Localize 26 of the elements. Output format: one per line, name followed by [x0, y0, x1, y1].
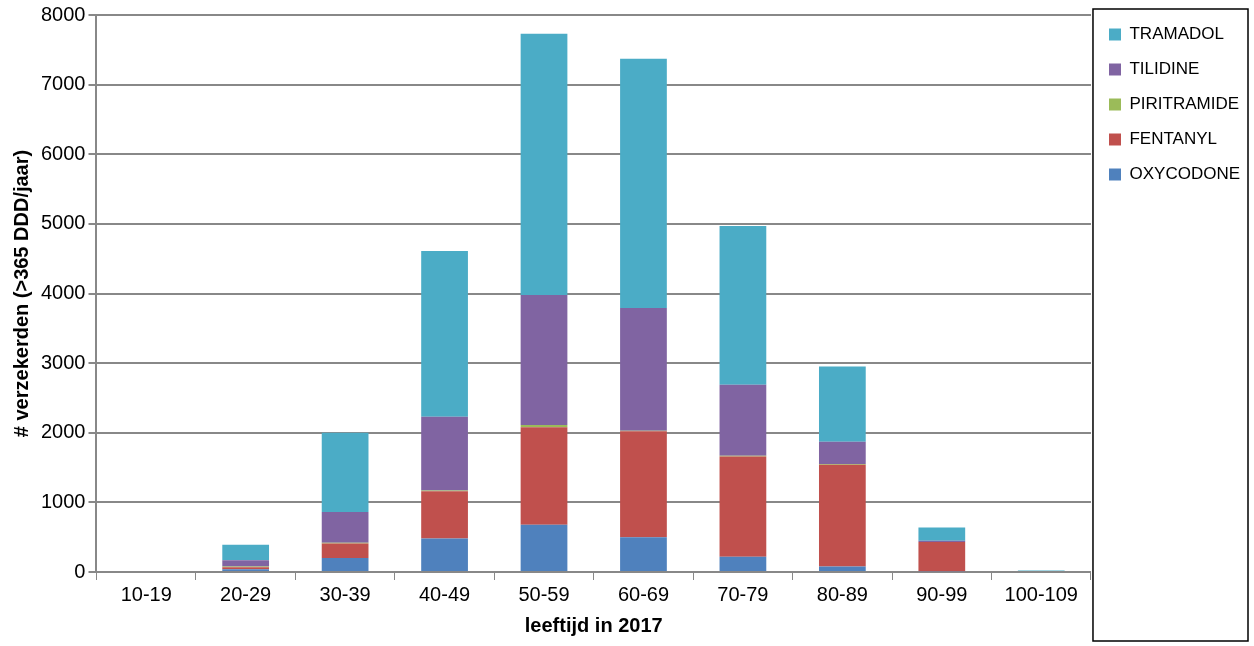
y-tick-label: 7000	[40, 72, 86, 95]
x-tick-label: 50-59	[518, 582, 570, 605]
x-tick-label: 10-19	[120, 582, 172, 605]
legend-label: FENTANYL	[1129, 129, 1218, 149]
y-tick-label: 8000	[40, 2, 86, 25]
y-tick-label: 0	[74, 559, 86, 582]
x-tick-label: 60-69	[617, 582, 670, 605]
x-tick-label: 70-79	[717, 582, 769, 605]
legend-label: TILIDINE	[1129, 59, 1200, 79]
y-tick-label: 3000	[40, 350, 86, 373]
y-tick-label: 4000	[40, 281, 86, 304]
legend-label: OXYCODONE	[1129, 164, 1241, 184]
x-tick-label: 100-109	[1004, 582, 1078, 605]
x-tick-label: 20-29	[220, 582, 272, 605]
y-axis-title: # verzekerden (>365 DDD/jaar)	[9, 149, 32, 438]
x-tick-label: 90-99	[916, 582, 968, 605]
legend-label: PIRITRAMIDE	[1129, 94, 1240, 114]
x-axis-title: leeftijd in 2017	[524, 613, 663, 636]
x-tick-label: 40-49	[418, 582, 471, 605]
x-tick-label: 80-89	[816, 582, 868, 605]
y-tick-label: 5000	[40, 211, 86, 234]
legend-label: TRAMADOL	[1129, 24, 1224, 44]
y-tick-label: 2000	[40, 420, 86, 443]
y-tick-label: 6000	[40, 141, 86, 164]
y-tick-label: 1000	[40, 489, 86, 512]
x-tick-label: 30-39	[319, 582, 371, 605]
